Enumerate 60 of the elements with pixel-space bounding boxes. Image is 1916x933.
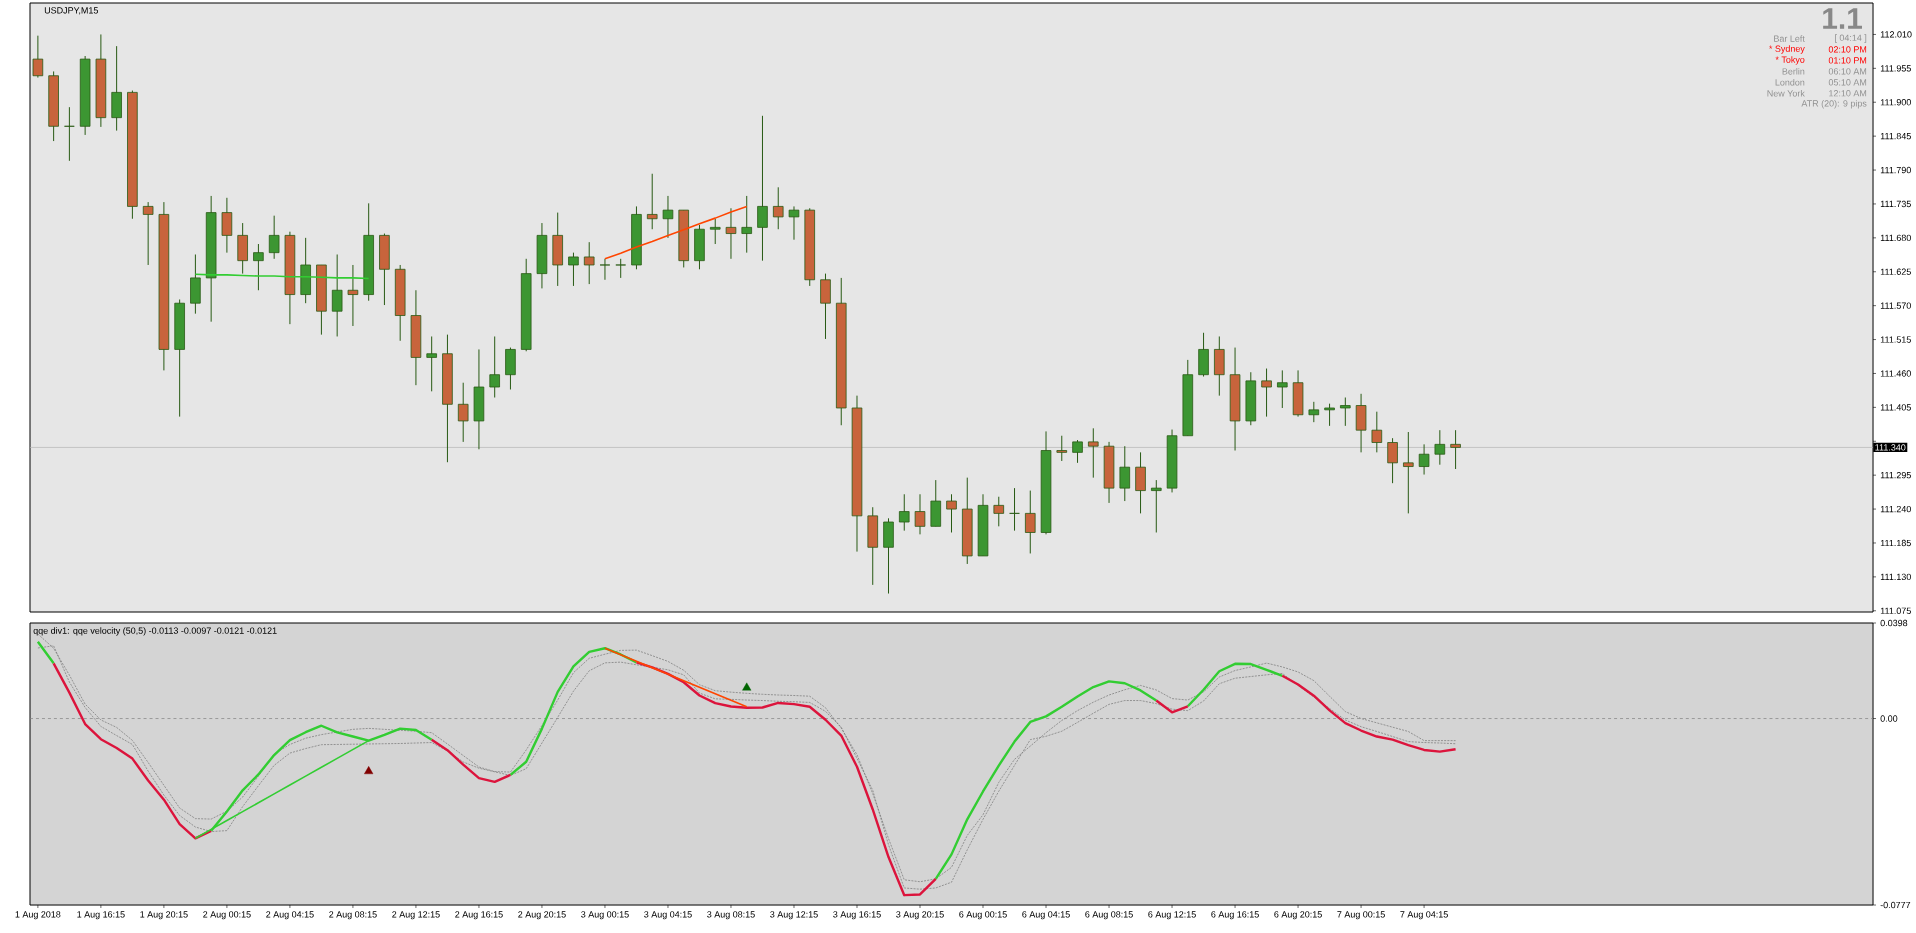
- annotation: 01:10 PM: [1828, 57, 1867, 64]
- annotation: London: [1775, 79, 1805, 86]
- annotation: [ 04:14 ]: [1835, 34, 1867, 43]
- x-tick-label: 2 Aug 04:15: [266, 911, 314, 920]
- y-tick-label: 111.790: [1880, 166, 1911, 174]
- x-tick-label: 2 Aug 12:15: [392, 911, 440, 920]
- y-tick-label: 0.00: [1880, 715, 1898, 722]
- annotation: Bar Left: [1774, 35, 1805, 42]
- y-tick-label: 111.570: [1880, 302, 1911, 309]
- annotation: 05:10 AM: [1828, 79, 1867, 86]
- x-tick-label: 6 Aug 16:15: [1211, 911, 1259, 920]
- x-tick-label: 6 Aug 08:15: [1085, 911, 1133, 920]
- x-tick-label: 7 Aug 00:15: [1337, 911, 1385, 920]
- x-tick-label: 3 Aug 20:15: [896, 911, 944, 920]
- y-tick-label: -0.0777: [1880, 901, 1911, 909]
- y-tick-label: 111.460: [1880, 370, 1911, 377]
- x-tick-label: 2 Aug 16:15: [455, 911, 503, 920]
- y-tick-label: 111.185: [1880, 539, 1911, 547]
- annotation: 12:10 AM: [1829, 90, 1867, 97]
- x-tick-label: 1 Aug 20:15: [140, 911, 188, 920]
- y-tick-label: 112.010: [1880, 31, 1912, 38]
- x-tick-label: 3 Aug 04:15: [644, 911, 692, 920]
- x-tick-label: 6 Aug 20:15: [1274, 911, 1322, 920]
- x-tick-label: 2 Aug 08:15: [329, 911, 377, 920]
- x-tick-label: 2 Aug 20:15: [518, 911, 566, 920]
- x-tick-label: 3 Aug 16:15: [833, 911, 881, 920]
- x-tick-label: 1 Aug 16:15: [77, 911, 125, 920]
- y-tick-label: 111.845: [1880, 132, 1911, 140]
- annotation: * Sydney: [1769, 45, 1805, 54]
- x-tick-label: 6 Aug 12:15: [1148, 911, 1196, 920]
- annotation: ATR (20): 9 pips: [1801, 100, 1867, 109]
- y-tick-label: 111.295: [1880, 471, 1911, 479]
- x-tick-label: 1 Aug 2018: [15, 911, 61, 920]
- x-tick-label: 7 Aug 04:15: [1400, 911, 1448, 920]
- annotation: 1.1: [1823, 8, 1862, 29]
- y-tick-label: 111.900: [1880, 99, 1911, 106]
- ref-line-label: 111.340: [1875, 444, 1906, 451]
- annotation: 06:10 AM: [1828, 68, 1867, 75]
- x-tick-label: 6 Aug 00:15: [959, 911, 1007, 920]
- x-tick-label: 3 Aug 08:15: [707, 911, 755, 920]
- annotation: * Tokyo: [1775, 56, 1805, 65]
- y-tick-label: 111.515: [1880, 336, 1911, 343]
- y-tick-label: 111.955: [1880, 65, 1911, 72]
- y-tick-label: 0.0398: [1880, 619, 1908, 627]
- y-tick-label: 111.240: [1880, 505, 1911, 513]
- y-tick-label: 111.075: [1880, 607, 1911, 614]
- y-tick-label: 111.405: [1880, 404, 1911, 411]
- x-tick-label: 2 Aug 00:15: [203, 911, 251, 920]
- y-tick-label: 111.130: [1880, 573, 1911, 581]
- x-tick-label: 6 Aug 04:15: [1022, 911, 1070, 920]
- x-tick-label: 3 Aug 12:15: [770, 911, 818, 920]
- x-tick-label: 3 Aug 00:15: [581, 911, 629, 920]
- y-tick-label: 111.625: [1880, 268, 1911, 275]
- chart-title: qqe div1: qqe velocity (50,5) -0.0113 -0.0097 -0.0121 -0.0121: [33, 627, 277, 636]
- annotation: 02:10 PM: [1828, 46, 1867, 53]
- annotation: Berlin: [1782, 68, 1805, 75]
- chart-title: USDJPY,M15: [44, 7, 98, 15]
- annotation: New York: [1767, 89, 1805, 97]
- y-tick-label: 111.680: [1880, 234, 1911, 242]
- y-tick-label: 111.735: [1880, 200, 1911, 208]
